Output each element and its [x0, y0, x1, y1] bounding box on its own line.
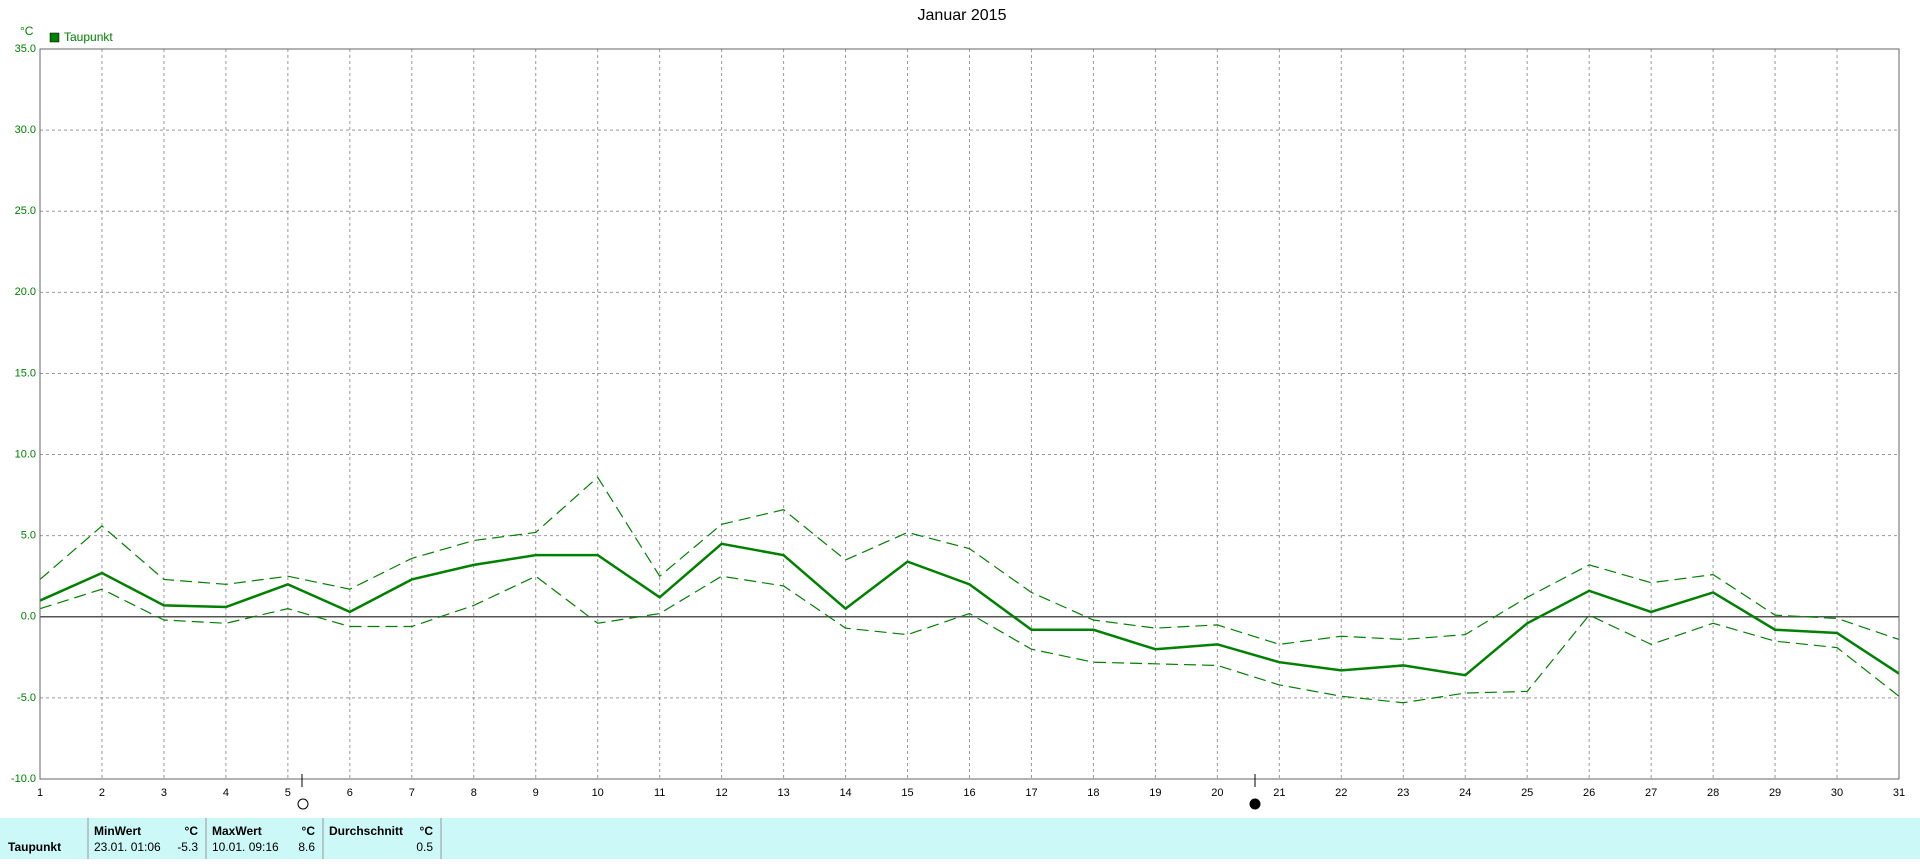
- x-tick-label: 18: [1087, 787, 1099, 799]
- y-tick-label: 5.0: [21, 530, 36, 542]
- x-tick-label: 14: [839, 787, 851, 799]
- stats-header: MaxWert: [212, 824, 262, 838]
- x-tick-label: 8: [471, 787, 477, 799]
- x-tick-label: 10: [592, 787, 604, 799]
- y-tick-label: 25.0: [15, 205, 36, 217]
- stats-when: 10.01. 09:16: [212, 840, 279, 854]
- stats-value: 0.5: [416, 840, 433, 854]
- x-tick-label: 9: [533, 787, 539, 799]
- stats-unit: °C: [302, 824, 316, 838]
- y-tick-label: 20.0: [15, 286, 36, 298]
- x-tick-label: 22: [1335, 787, 1347, 799]
- x-tick-label: 25: [1521, 787, 1533, 799]
- stats-row-label: Taupunkt: [8, 840, 61, 854]
- x-tick-label: 5: [285, 787, 291, 799]
- y-tick-label: 0.0: [21, 611, 36, 623]
- x-tick-label: 23: [1397, 787, 1409, 799]
- range-line: [39, 575, 1900, 704]
- x-tick-label: 7: [409, 787, 415, 799]
- range-line: [39, 476, 1900, 645]
- stats-value: 8.6: [298, 840, 315, 854]
- x-tick-label: 26: [1583, 787, 1595, 799]
- y-tick-label: 30.0: [15, 124, 36, 136]
- x-tick-label: 29: [1769, 787, 1781, 799]
- x-tick-label: 13: [777, 787, 789, 799]
- x-tick-label: 17: [1025, 787, 1037, 799]
- x-tick-label: 20: [1211, 787, 1223, 799]
- full-moon-icon: [297, 798, 309, 810]
- x-tick-label: 19: [1149, 787, 1161, 799]
- x-tick-label: 24: [1459, 787, 1471, 799]
- stats-when: 23.01. 01:06: [94, 840, 161, 854]
- stats-band: [0, 818, 1920, 859]
- x-tick-label: 6: [347, 787, 353, 799]
- new-moon-icon: [1249, 798, 1261, 810]
- x-tick-label: 27: [1645, 787, 1657, 799]
- stats-header: Durchschnitt: [329, 824, 403, 838]
- x-tick-label: 15: [901, 787, 913, 799]
- legend-swatch: [49, 32, 60, 43]
- legend-label: Taupunkt: [64, 30, 113, 44]
- stats-unit: °C: [420, 824, 434, 838]
- y-axis-label: °C: [20, 24, 34, 38]
- x-tick-label: 31: [1893, 787, 1905, 799]
- x-tick-label: 1: [37, 787, 43, 799]
- x-tick-label: 30: [1831, 787, 1843, 799]
- x-tick-label: 3: [161, 787, 167, 799]
- x-tick-label: 4: [223, 787, 229, 799]
- y-tick-label: -10.0: [11, 773, 36, 785]
- x-tick-label: 16: [963, 787, 975, 799]
- stats-unit: °C: [185, 824, 199, 838]
- y-tick-label: -5.0: [17, 692, 36, 704]
- plot-frame: [39, 48, 1900, 780]
- x-tick-label: 21: [1273, 787, 1285, 799]
- stats-header: MinWert: [94, 824, 141, 838]
- stats-value: -5.3: [177, 840, 198, 854]
- x-tick-label: 12: [716, 787, 728, 799]
- y-tick-label: 15.0: [15, 367, 36, 379]
- y-tick-label: 35.0: [15, 43, 36, 55]
- chart-title: Januar 2015: [918, 7, 1007, 24]
- x-tick-label: 11: [654, 787, 665, 799]
- data-line: [39, 542, 1900, 677]
- y-tick-label: 10.0: [15, 448, 36, 460]
- x-tick-label: 28: [1707, 787, 1719, 799]
- x-tick-label: 2: [99, 787, 105, 799]
